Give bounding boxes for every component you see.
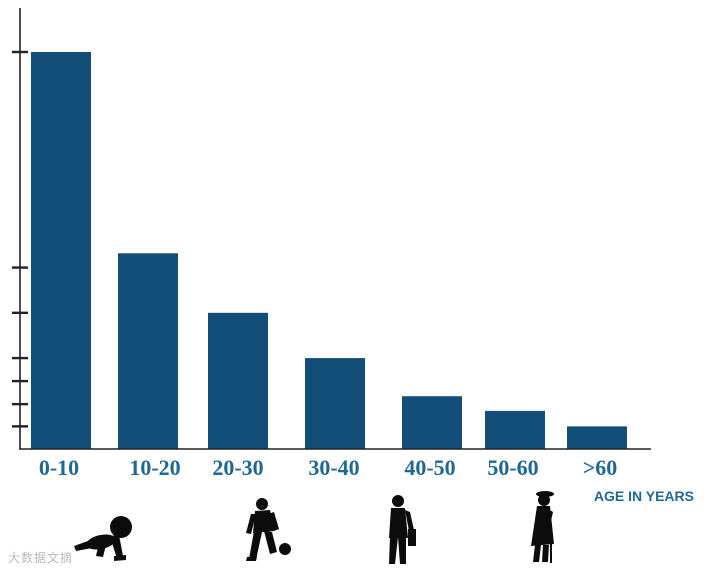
y-ticks-layer (12, 50, 28, 428)
category-label-0-10: 0-10 (39, 455, 79, 480)
category-labels-layer: 0-10 10-20 20-30 30-40 40-50 50-60 >60 (39, 455, 617, 480)
elderly-woman-with-cane-icon (531, 491, 554, 563)
bar-50-60 (485, 410, 545, 449)
crawling-baby-icon (74, 516, 132, 561)
bars-layer (31, 52, 627, 449)
walking-businessman-icon (389, 495, 416, 564)
category-label-40-50: 40-50 (404, 455, 455, 480)
watermark: 大数据文摘 (8, 551, 74, 565)
category-label-50-60: 50-60 (487, 455, 538, 480)
bar-30-40 (305, 358, 365, 449)
football-player-icon (246, 498, 291, 561)
bar-0-10 (31, 52, 91, 449)
bar-20-30 (208, 312, 268, 449)
bar-10-20 (118, 253, 178, 449)
bar->60 (567, 426, 627, 449)
category-label-20-30: 20-30 (212, 455, 263, 480)
bar-40-50 (402, 396, 462, 449)
category-label-10-20: 10-20 (129, 455, 180, 480)
category-label-30-40: 30-40 (308, 455, 359, 480)
category-label->60: >60 (583, 455, 618, 480)
x-axis-title: AGE IN YEARS (594, 488, 694, 504)
